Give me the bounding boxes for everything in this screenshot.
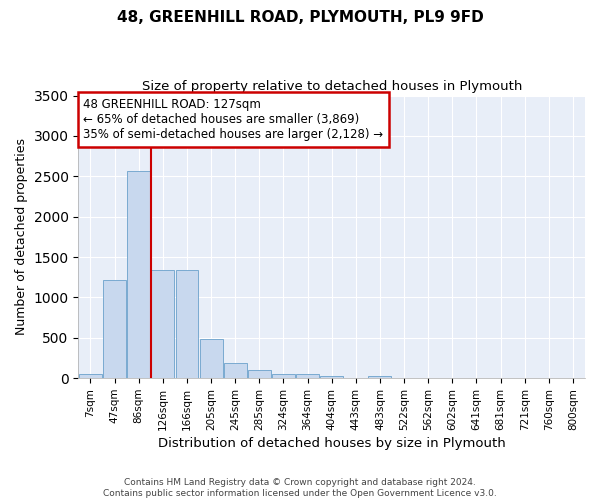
Bar bbox=[320, 376, 343, 378]
Title: Size of property relative to detached houses in Plymouth: Size of property relative to detached ho… bbox=[142, 80, 522, 93]
Bar bbox=[176, 270, 199, 378]
Bar bbox=[368, 376, 391, 378]
Text: 48 GREENHILL ROAD: 127sqm
← 65% of detached houses are smaller (3,869)
35% of se: 48 GREENHILL ROAD: 127sqm ← 65% of detac… bbox=[83, 98, 383, 142]
Bar bbox=[79, 374, 102, 378]
Bar bbox=[103, 280, 126, 378]
Y-axis label: Number of detached properties: Number of detached properties bbox=[15, 138, 28, 336]
Bar bbox=[272, 374, 295, 378]
Bar bbox=[296, 374, 319, 378]
Text: 48, GREENHILL ROAD, PLYMOUTH, PL9 9FD: 48, GREENHILL ROAD, PLYMOUTH, PL9 9FD bbox=[116, 10, 484, 25]
X-axis label: Distribution of detached houses by size in Plymouth: Distribution of detached houses by size … bbox=[158, 437, 506, 450]
Text: Contains HM Land Registry data © Crown copyright and database right 2024.
Contai: Contains HM Land Registry data © Crown c… bbox=[103, 478, 497, 498]
Bar bbox=[248, 370, 271, 378]
Bar bbox=[200, 338, 223, 378]
Bar bbox=[151, 270, 174, 378]
Bar bbox=[127, 172, 150, 378]
Bar bbox=[224, 364, 247, 378]
